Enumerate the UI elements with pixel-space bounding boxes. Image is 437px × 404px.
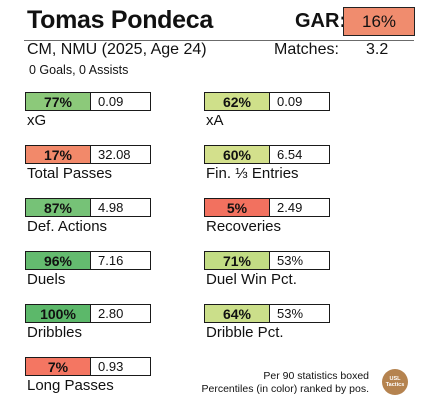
percentile-cell: 17% [26, 146, 91, 163]
percentile-cell: 77% [26, 93, 91, 110]
footnote-percentiles: Percentiles (in color) ranked by pos. [201, 383, 370, 395]
player-name: Tomas Pondeca [27, 6, 213, 34]
percentile-cell: 87% [26, 199, 91, 216]
gar-badge: 16% [343, 7, 415, 36]
stat-box: 60% 6.54 [204, 145, 330, 164]
stat-box: 96% 7.16 [25, 251, 151, 270]
per90-value: 53% [270, 305, 329, 322]
stat-long-passes: 7% 0.93 Long Passes [25, 357, 195, 394]
goals-assists-line: 0 Goals, 0 Assists [29, 63, 129, 77]
percentile-cell: 100% [26, 305, 91, 322]
stat-label: xA [206, 112, 224, 129]
percentile-cell: 96% [26, 252, 91, 269]
per90-value: 0.09 [270, 93, 329, 110]
per90-value: 4.98 [91, 199, 150, 216]
stat-xg: 77% 0.09 xG [25, 92, 195, 129]
stat-total-passes: 17% 32.08 Total Passes [25, 145, 195, 182]
logo-text-bottom: Tactics [385, 382, 405, 388]
per90-value: 7.16 [91, 252, 150, 269]
stat-xa: 62% 0.09 xA [204, 92, 374, 129]
stat-duels: 96% 7.16 Duels [25, 251, 195, 288]
stat-box: 77% 0.09 [25, 92, 151, 111]
matches-value: 3.2 [366, 41, 389, 58]
stat-label: Def. Actions [27, 218, 108, 235]
footnote-per90: Per 90 statistics boxed [263, 370, 369, 382]
per90-value: 32.08 [91, 146, 150, 163]
stat-box: 62% 0.09 [204, 92, 330, 111]
stat-label: Long Passes [27, 377, 114, 394]
percentile-cell: 62% [205, 93, 270, 110]
per90-value: 0.09 [91, 93, 150, 110]
stat-label: xG [27, 112, 47, 129]
gar-label: GAR: [295, 10, 347, 32]
stat-label: Fin. ⅓ Entries [206, 165, 299, 182]
stat-recoveries: 5% 2.49 Recoveries [204, 198, 374, 235]
stat-box: 5% 2.49 [204, 198, 330, 217]
stat-dribble-pct: 64% 53% Dribble Pct. [204, 304, 374, 341]
percentile-cell: 71% [205, 252, 270, 269]
stat-box: 87% 4.98 [25, 198, 151, 217]
percentile-cell: 60% [205, 146, 270, 163]
percentile-cell: 5% [205, 199, 270, 216]
logo-text-top: USL [389, 376, 401, 382]
per90-value: 2.80 [91, 305, 150, 322]
stat-box: 64% 53% [204, 304, 330, 323]
per90-value: 2.49 [270, 199, 329, 216]
stat-duel-win-pct: 71% 53% Duel Win Pct. [204, 251, 374, 288]
stat-dribbles: 100% 2.80 Dribbles [25, 304, 195, 341]
player-subtitle: CM, NMU (2025, Age 24) [27, 41, 207, 58]
stat-def-actions: 87% 4.98 Def. Actions [25, 198, 195, 235]
stat-label: Dribble Pct. [206, 324, 284, 341]
stat-label: Duels [27, 271, 66, 288]
matches-label: Matches: [274, 41, 339, 58]
stat-label: Dribbles [27, 324, 83, 341]
stat-box: 71% 53% [204, 251, 330, 270]
per90-value: 6.54 [270, 146, 329, 163]
stat-box: 100% 2.80 [25, 304, 151, 323]
per90-value: 53% [270, 252, 329, 269]
percentile-cell: 64% [205, 305, 270, 322]
stat-final-third-entries: 60% 6.54 Fin. ⅓ Entries [204, 145, 374, 182]
stat-box: 7% 0.93 [25, 357, 151, 376]
percentile-cell: 7% [26, 358, 91, 375]
per90-value: 0.93 [91, 358, 150, 375]
usl-tactics-logo: USL Tactics [382, 369, 408, 395]
stat-label: Duel Win Pct. [206, 271, 297, 288]
stat-box: 17% 32.08 [25, 145, 151, 164]
stat-label: Recoveries [206, 218, 282, 235]
header-divider [24, 40, 414, 41]
stat-label: Total Passes [27, 165, 113, 182]
